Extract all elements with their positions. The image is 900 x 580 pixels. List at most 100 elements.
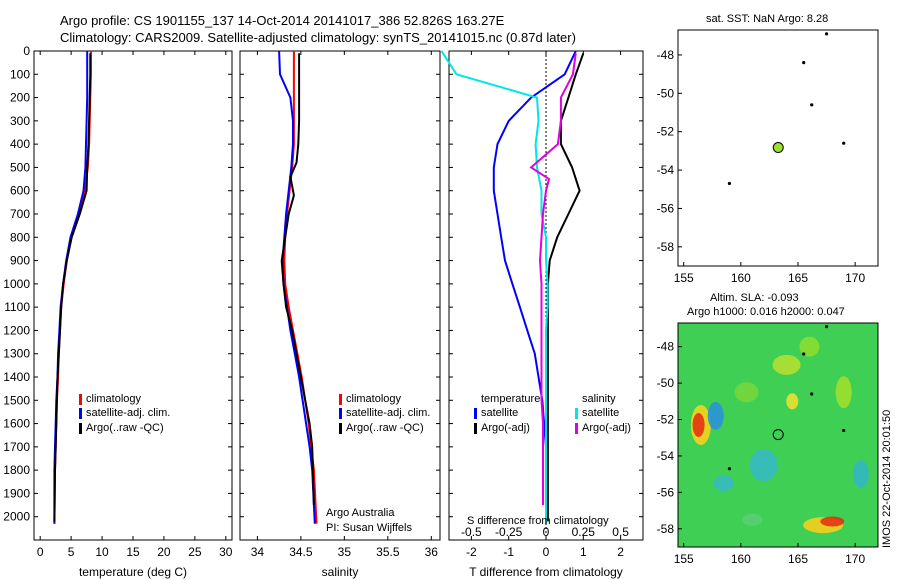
title-line-2: Climatology: CARS2009. Satellite-adjuste…: [60, 30, 576, 45]
salinity-xlabel: salinity: [322, 565, 359, 579]
legend-swatch-blue: [79, 408, 82, 419]
sla-anomaly-blob: [835, 376, 852, 409]
map-lat-label: -58: [657, 522, 675, 536]
depth-tick-label: 700: [10, 207, 30, 221]
sla-anomaly-blob: [707, 401, 724, 430]
island-marker: [802, 352, 806, 356]
sla-anomaly-blob: [713, 475, 734, 492]
map-lat-label: -48: [657, 48, 675, 62]
depth-tick-label: 1800: [3, 463, 30, 477]
sst-map-title: sat. SST: NaN Argo: 8.28: [706, 13, 828, 25]
depth-tick-label: 400: [10, 137, 30, 151]
map-lat-label: -54: [657, 449, 675, 463]
sal-annotation-line2: PI: Susan Wijffels: [326, 522, 412, 534]
sla-anomaly-blob: [799, 336, 820, 357]
depth-tick-label: 1600: [3, 417, 30, 431]
temperature-xtick-label: 20: [157, 545, 171, 559]
title-line-1: Argo profile: CS 1901155_137 14-Oct-2014…: [60, 13, 505, 28]
depth-tick-label: 2000: [3, 510, 30, 524]
depth-tick-label: 1900: [3, 486, 30, 500]
sla-anomaly-blob: [786, 393, 799, 410]
temperature-frame: [33, 50, 233, 541]
map-lon-label: 165: [788, 271, 808, 285]
differences-xtick-label: 0: [543, 545, 550, 559]
depth-tick-label: 600: [10, 184, 30, 198]
sal-legend-climatology: climatology: [346, 393, 402, 405]
series-line-s-satellite: [440, 50, 549, 524]
salinity-xtick-label: 36: [425, 545, 439, 559]
sla-anomaly-blob: [852, 460, 869, 489]
series-line-s-argo-adj-: [529, 53, 577, 506]
temperature-xlabel: temperature (deg C): [79, 565, 187, 579]
map-lon-label: 155: [674, 552, 694, 566]
depth-tick-label: 800: [10, 230, 30, 244]
legend-swatch-blue: [474, 408, 477, 419]
sal-annotation-line1: Argo Australia: [326, 507, 395, 519]
argo-float-position: [772, 429, 784, 441]
depth-tick-label: 900: [10, 254, 30, 268]
legend-swatch-black: [79, 423, 82, 434]
map-lon-label: 170: [845, 271, 865, 285]
salinity-frame: [239, 50, 441, 541]
differences-xtick-label: 2: [617, 545, 624, 559]
map-lat-label: -48: [657, 340, 675, 354]
island-marker: [842, 141, 846, 145]
map-lon-label: 170: [845, 552, 865, 566]
sla-map: 155 160 165 170 -48 -50 -52 -54 -56 -58: [657, 322, 879, 566]
sla-anomaly-blob: [734, 382, 759, 403]
sla-anomaly-blob: [772, 354, 801, 375]
depth-tick-label: 1000: [3, 277, 30, 291]
temperature-xtick-label: 0: [37, 545, 44, 559]
legend-swatch-cyan: [575, 408, 578, 419]
argo-float-position: [772, 142, 784, 154]
differences-xlabel: T difference from climatology: [469, 565, 623, 579]
depth-tick-label: 1400: [3, 370, 30, 384]
series-line-argo-raw-qc-: [280, 53, 315, 506]
sla-anomaly-blob: [692, 412, 705, 437]
legend-swatch-red: [339, 394, 342, 405]
diff-legend-sal-argo: Argo(-adj): [582, 422, 631, 434]
legend-swatch-red: [79, 394, 82, 405]
map-lat-label: -52: [657, 125, 675, 139]
map-lat-label: -52: [657, 413, 675, 427]
depth-tick-label: 100: [10, 67, 30, 81]
temperature-xtick-label: 30: [219, 545, 233, 559]
island-marker: [824, 325, 829, 329]
diff-legend-sal-satellite: satellite: [582, 407, 619, 419]
salinity-xtick-label: 34.5: [289, 545, 313, 559]
temp-legend-climatology: climatology: [86, 393, 142, 405]
diff-legend-temp-satellite: satellite: [481, 407, 518, 419]
temp-legend-satellite: satellite-adj. clim.: [86, 407, 170, 419]
diff-legend-sal-title: salinity: [582, 393, 616, 405]
salinity-xtick-label: 35: [338, 545, 352, 559]
map-lat-label: -56: [657, 485, 675, 499]
diff-legend-temp-argo: Argo(-adj): [481, 422, 530, 434]
island-marker: [802, 61, 806, 65]
legend-swatch-blue: [339, 408, 342, 419]
sal-legend-satellite: satellite-adj. clim.: [346, 407, 430, 419]
sst-map: 155 160 165 170 -48 -50 -52 -54 -56 -58: [657, 29, 879, 285]
salinity-axes: 34 34.5 35 35.5 36 salinity: [239, 50, 441, 579]
island-marker: [727, 181, 732, 186]
temperature-xtick-label: 25: [188, 545, 202, 559]
differences-xtick-label: 1: [580, 545, 587, 559]
sla-anomaly-blob: [749, 449, 778, 482]
legend-swatch-magenta: [575, 423, 578, 434]
s-diff-tick-label: -0.5: [461, 525, 482, 539]
differences-xtick-label: -2: [466, 545, 477, 559]
map-lat-label: -50: [657, 376, 675, 390]
s-diff-tick-label: 0: [543, 525, 550, 539]
sal-legend-argo: Argo(..raw -QC): [346, 422, 424, 434]
s-diff-tick-label: 0.5: [612, 525, 629, 539]
differences-xtick-label: -1: [503, 545, 514, 559]
depth-tick-label: 1700: [3, 440, 30, 454]
s-diff-axis-label: S difference from climatology: [467, 515, 609, 527]
depth-tick-label: 1500: [3, 393, 30, 407]
map-lon-label: 160: [731, 271, 751, 285]
depth-tick-label: 0: [23, 44, 30, 58]
temperature-xtick-label: 10: [95, 545, 109, 559]
diff-legend-temp-title: temperature: [481, 393, 540, 405]
island-marker: [727, 467, 732, 471]
depth-tick-label: 300: [10, 114, 30, 128]
sla-map-side-label: IMOS 22-Oct-2014 20:01:50: [881, 410, 893, 548]
